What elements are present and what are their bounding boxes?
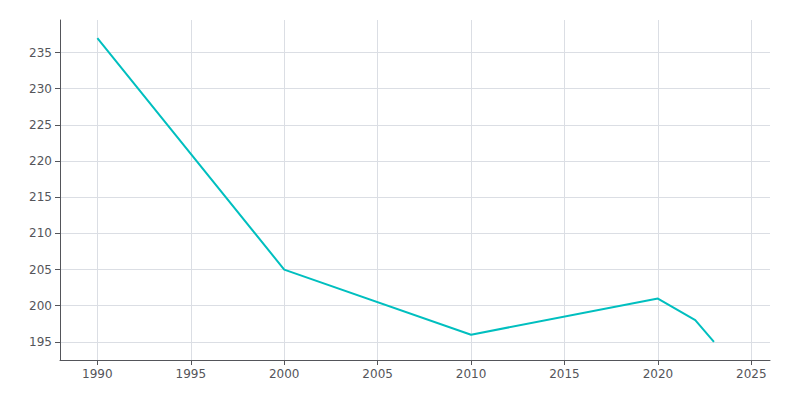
svg-text:200: 200	[29, 299, 52, 313]
svg-text:2010: 2010	[456, 367, 487, 381]
svg-text:2005: 2005	[362, 367, 393, 381]
svg-text:205: 205	[29, 263, 52, 277]
svg-text:2025: 2025	[736, 367, 767, 381]
svg-text:1990: 1990	[82, 367, 113, 381]
svg-text:195: 195	[29, 335, 52, 349]
svg-text:2000: 2000	[269, 367, 300, 381]
svg-text:1995: 1995	[176, 367, 207, 381]
svg-text:220: 220	[29, 154, 52, 168]
svg-text:2020: 2020	[643, 367, 674, 381]
svg-text:210: 210	[29, 226, 52, 240]
svg-text:230: 230	[29, 82, 52, 96]
svg-text:235: 235	[29, 46, 52, 60]
svg-text:215: 215	[29, 190, 52, 204]
svg-text:225: 225	[29, 118, 52, 132]
svg-text:2015: 2015	[549, 367, 580, 381]
